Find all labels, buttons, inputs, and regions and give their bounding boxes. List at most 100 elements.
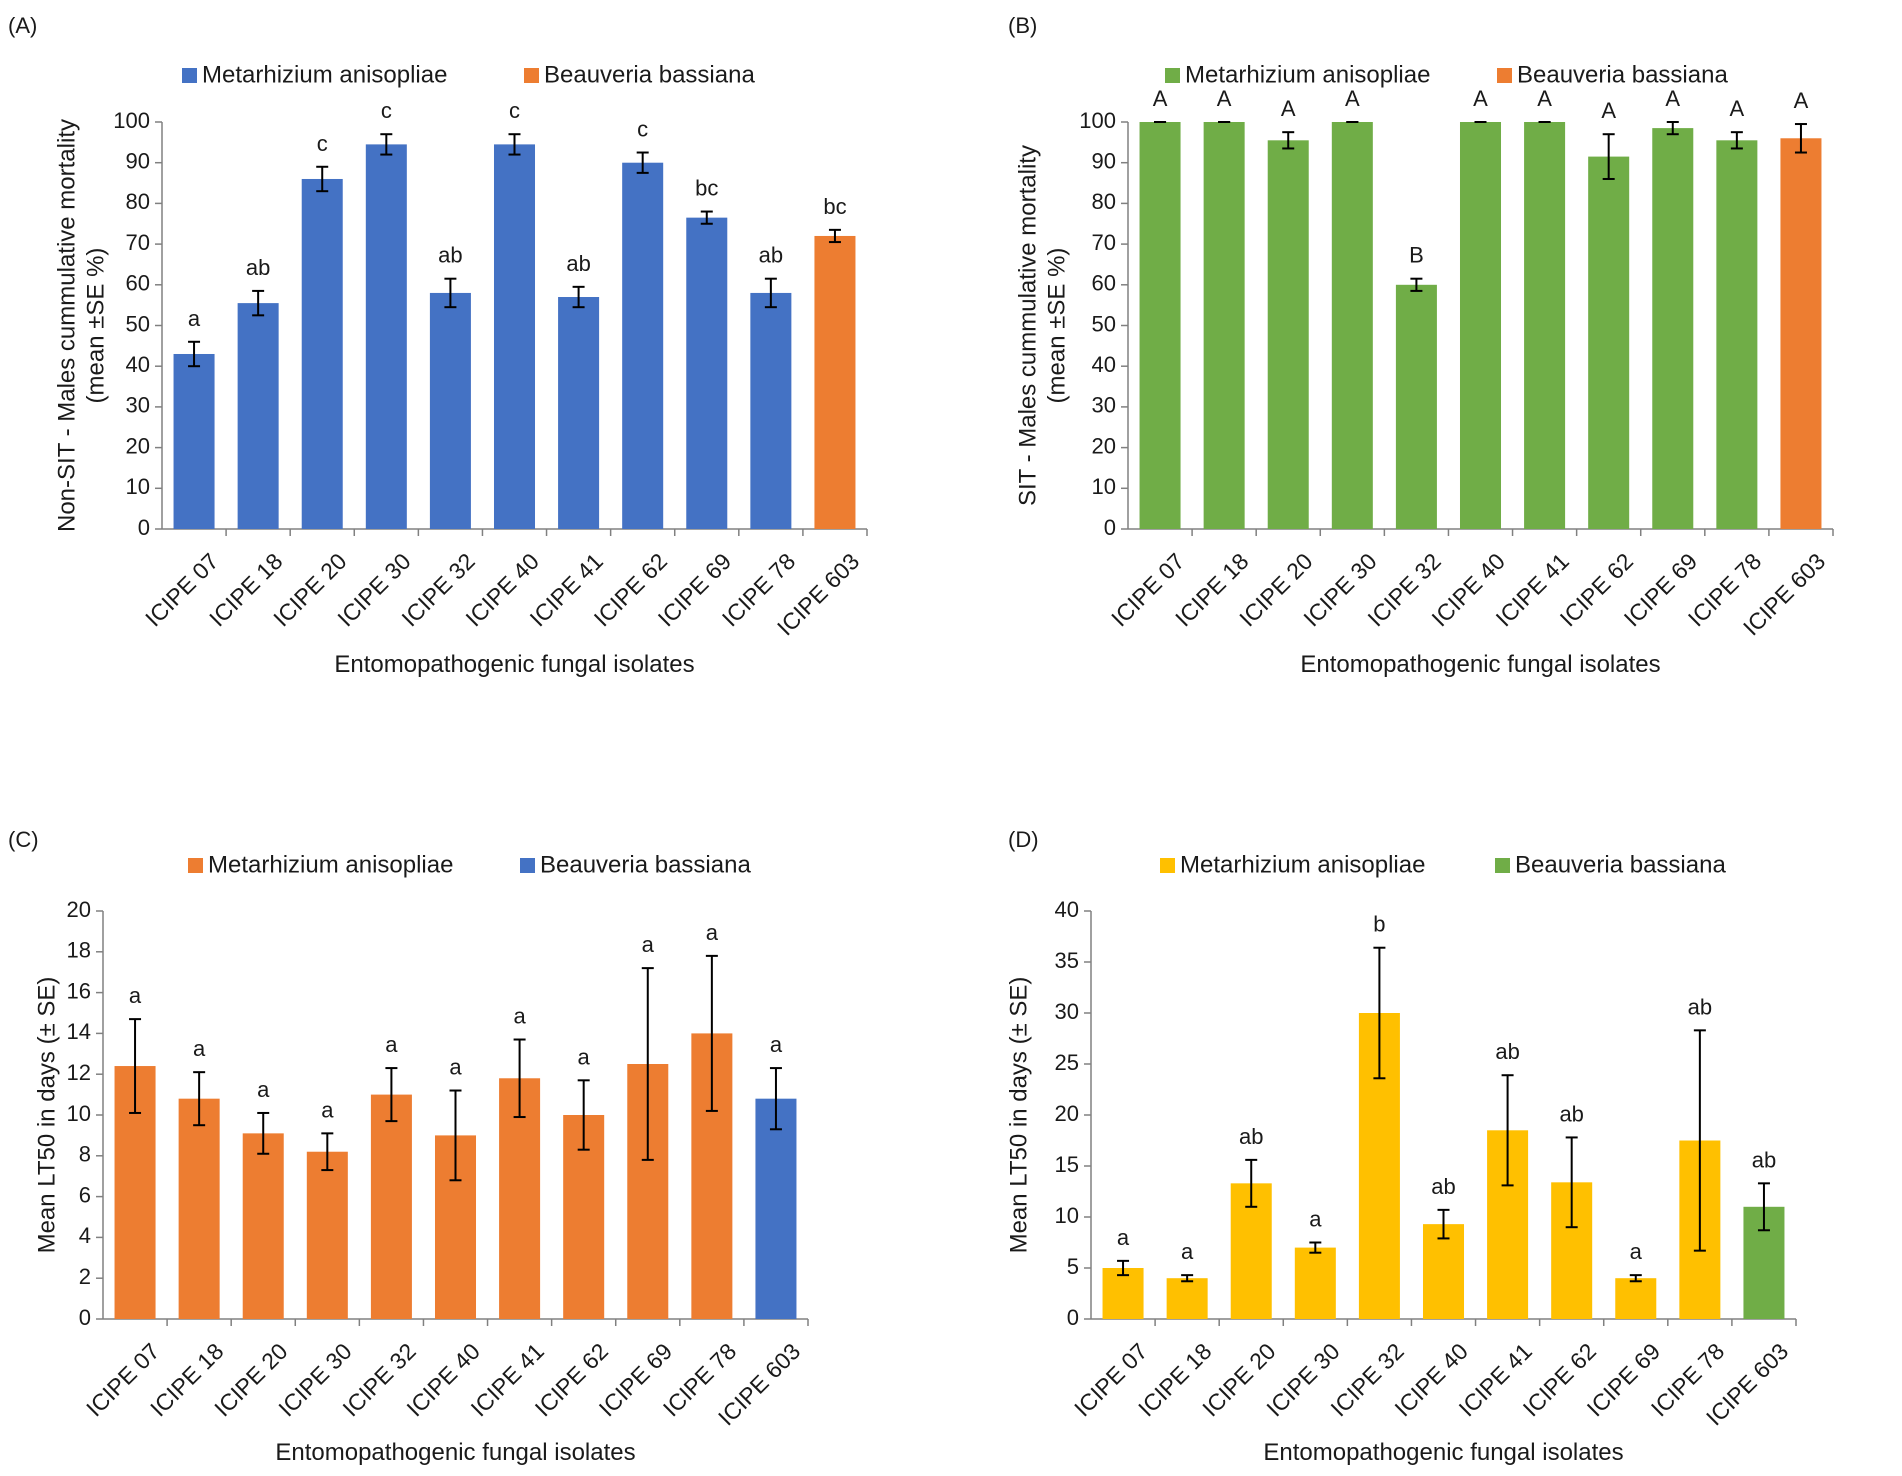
y-tick-label: 20 bbox=[1092, 433, 1116, 458]
significance-label: A bbox=[1281, 96, 1296, 121]
bar bbox=[1294, 1247, 1336, 1319]
legend-label: Beauveria bassiana bbox=[1515, 851, 1726, 878]
bar bbox=[1102, 1268, 1144, 1319]
bar bbox=[242, 1133, 284, 1319]
bar bbox=[1652, 128, 1694, 530]
y-tick-label: 10 bbox=[67, 1101, 91, 1126]
y-tick-label: 40 bbox=[1092, 352, 1116, 377]
significance-label: ab bbox=[1688, 994, 1712, 1019]
legend-label: Metarhizium anisopliae bbox=[1180, 851, 1425, 878]
y-tick-label: 30 bbox=[1055, 999, 1079, 1024]
significance-label: a bbox=[513, 1004, 526, 1029]
significance-label: a bbox=[1309, 1207, 1322, 1232]
significance-label: c bbox=[509, 98, 520, 123]
significance-label: a bbox=[770, 1032, 783, 1057]
significance-label: ab bbox=[1431, 1174, 1455, 1199]
bar bbox=[755, 1098, 797, 1319]
y-tick-label: 0 bbox=[138, 515, 150, 540]
significance-label: a bbox=[1117, 1225, 1130, 1250]
y-tick-label: 16 bbox=[67, 978, 91, 1003]
legend-swatch-1 bbox=[1497, 68, 1512, 83]
bar bbox=[173, 353, 215, 529]
y-tick-label: 18 bbox=[67, 938, 91, 963]
significance-label: a bbox=[188, 306, 201, 331]
bar bbox=[1331, 122, 1373, 529]
y-tick-label: 20 bbox=[1055, 1101, 1079, 1126]
y-tick-label: 14 bbox=[67, 1019, 91, 1044]
y-tick-label: 20 bbox=[67, 897, 91, 922]
y-axis-title-line2: (mean ±SE %) bbox=[1043, 248, 1070, 404]
significance-label: ab bbox=[1239, 1124, 1263, 1149]
significance-label: ab bbox=[1559, 1101, 1583, 1126]
bar bbox=[750, 292, 792, 529]
significance-label: A bbox=[1601, 98, 1616, 123]
significance-label: a bbox=[385, 1032, 398, 1057]
legend-swatch-1 bbox=[520, 858, 535, 873]
significance-label: ab bbox=[1752, 1147, 1776, 1172]
panel-label: (D) bbox=[1008, 827, 1039, 852]
y-axis-title: Mean LT50 in days (± SE) bbox=[33, 977, 60, 1254]
bar bbox=[306, 1151, 348, 1319]
bar bbox=[1780, 138, 1822, 529]
x-axis-title: Entomopathogenic fungal isolates bbox=[334, 651, 694, 678]
panel-label: (B) bbox=[1008, 13, 1037, 38]
significance-label: A bbox=[1153, 86, 1168, 111]
y-axis-title: SIT - Males cummulative mortality bbox=[1014, 145, 1041, 506]
y-tick-label: 60 bbox=[1092, 271, 1116, 296]
y-tick-label: 10 bbox=[126, 474, 150, 499]
bar bbox=[1166, 1278, 1208, 1319]
y-tick-label: 100 bbox=[113, 108, 150, 133]
y-tick-label: 0 bbox=[79, 1305, 91, 1330]
y-tick-label: 30 bbox=[126, 393, 150, 418]
y-tick-label: 15 bbox=[1055, 1152, 1079, 1177]
significance-label: a bbox=[706, 920, 719, 945]
significance-label: c bbox=[381, 98, 392, 123]
y-tick-label: 20 bbox=[126, 433, 150, 458]
bar bbox=[1395, 284, 1437, 529]
bar bbox=[1267, 140, 1309, 529]
chart-panel-c: (C) Metarhizium anisopliae Beauveria bassi… bbox=[8, 827, 809, 1466]
significance-label: a bbox=[321, 1097, 334, 1122]
bar bbox=[1422, 1224, 1465, 1319]
significance-label: a bbox=[642, 932, 655, 957]
significance-label: A bbox=[1473, 86, 1488, 111]
y-tick-label: 0 bbox=[1104, 515, 1116, 540]
legend-label: Metarhizium anisopliae bbox=[208, 851, 453, 878]
y-tick-label: 60 bbox=[126, 271, 150, 296]
chart-panel-d: (D) Metarhizium anisopliae Beauveria bassi… bbox=[1005, 827, 1797, 1466]
significance-label: a bbox=[129, 983, 142, 1008]
significance-label: b bbox=[1373, 912, 1385, 937]
chart-panel-b: (B) Metarhizium anisopliae Beauveria bassi… bbox=[1008, 13, 1834, 678]
significance-label: ab bbox=[1495, 1039, 1519, 1064]
y-tick-label: 50 bbox=[126, 311, 150, 336]
significance-label: c bbox=[637, 117, 648, 142]
y-tick-label: 4 bbox=[79, 1223, 91, 1248]
panel-label: (C) bbox=[8, 827, 39, 852]
y-tick-label: 70 bbox=[126, 230, 150, 255]
significance-label: A bbox=[1730, 96, 1745, 121]
legend-swatch-0 bbox=[188, 858, 203, 873]
bar bbox=[1716, 140, 1758, 529]
significance-label: a bbox=[449, 1055, 462, 1080]
legend-swatch-1 bbox=[524, 68, 539, 83]
significance-label: A bbox=[1217, 86, 1232, 111]
y-axis-title-line2: (mean ±SE %) bbox=[82, 248, 109, 404]
legend-swatch-0 bbox=[182, 68, 197, 83]
y-tick-label: 25 bbox=[1055, 1050, 1079, 1075]
bar bbox=[558, 297, 600, 529]
significance-label: A bbox=[1537, 86, 1552, 111]
significance-label: a bbox=[1630, 1239, 1643, 1264]
bar bbox=[1139, 122, 1181, 529]
y-tick-label: 100 bbox=[1079, 108, 1116, 133]
y-tick-label: 90 bbox=[1092, 149, 1116, 174]
y-tick-label: 80 bbox=[1092, 189, 1116, 214]
legend-swatch-1 bbox=[1495, 858, 1510, 873]
significance-label: a bbox=[193, 1036, 206, 1061]
bar bbox=[1588, 156, 1630, 529]
significance-label: ab bbox=[438, 243, 462, 268]
significance-label: B bbox=[1409, 243, 1424, 268]
significance-label: A bbox=[1794, 88, 1809, 113]
significance-label: A bbox=[1665, 86, 1680, 111]
y-tick-label: 2 bbox=[79, 1264, 91, 1289]
